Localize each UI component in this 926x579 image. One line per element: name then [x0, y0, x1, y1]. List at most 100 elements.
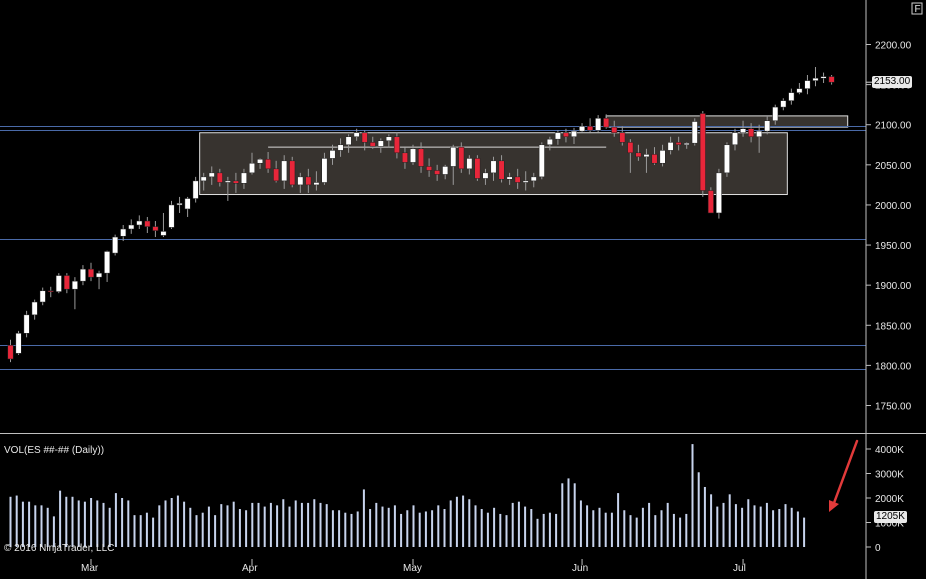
candle — [474, 155, 481, 181]
volume-bar — [226, 505, 229, 547]
candle-body — [313, 182, 320, 186]
candle-body — [321, 158, 328, 183]
volume-bar — [691, 444, 694, 547]
price-tick-label: 2200.00 — [875, 41, 912, 52]
candle-body — [96, 272, 102, 278]
volume-bar — [660, 510, 663, 547]
volume-bar — [381, 506, 384, 547]
volume-bar — [722, 502, 725, 547]
volume-bar — [232, 501, 235, 547]
volume-bar — [555, 513, 558, 547]
candle — [15, 330, 22, 355]
candle — [466, 155, 473, 175]
volume-bar — [238, 509, 241, 547]
volume-bar — [170, 498, 173, 547]
volume-bar — [803, 517, 806, 547]
volume-bar — [152, 517, 155, 547]
candle-body — [595, 118, 602, 131]
candle — [514, 168, 521, 189]
time-tick-label: Jul — [733, 563, 746, 574]
candle — [136, 215, 143, 230]
candle-body — [39, 290, 46, 303]
candle — [112, 234, 119, 256]
volume-bar — [734, 504, 737, 547]
candle — [88, 262, 94, 282]
volume-bar — [474, 505, 477, 547]
volume-bar — [741, 507, 744, 547]
volume-bar — [654, 515, 657, 547]
candle — [31, 299, 38, 320]
candle — [587, 118, 594, 133]
price-tick-label: 2050.00 — [875, 161, 912, 172]
candle — [385, 134, 392, 148]
candle-body — [297, 176, 304, 186]
candle-body — [715, 172, 722, 214]
candle — [176, 196, 183, 213]
candle — [80, 265, 86, 286]
candle — [780, 98, 787, 111]
candle-body — [554, 132, 561, 140]
volume-bar — [579, 500, 582, 547]
candle-body — [522, 180, 529, 183]
candle-body — [216, 172, 223, 183]
candle — [353, 128, 360, 141]
candle — [168, 200, 175, 230]
candle — [7, 339, 14, 363]
candle — [603, 114, 610, 129]
candle — [683, 142, 690, 149]
candle — [305, 168, 312, 193]
copyright-text: © 2016 NinjaTrader, LLC — [4, 543, 114, 554]
candle-body — [192, 180, 199, 199]
candle — [691, 118, 698, 146]
candle — [216, 168, 223, 187]
volume-bar — [449, 500, 452, 547]
arrow-head — [829, 500, 839, 512]
volume-bar — [778, 509, 781, 547]
arrow-shaft — [832, 439, 859, 505]
volume-axis-ticks: 4000K 3000K 2000K 1000K 0 — [866, 445, 904, 554]
volume-bar — [641, 507, 644, 547]
volume-bar — [710, 494, 713, 547]
candle — [257, 158, 264, 169]
volume-bar — [245, 510, 248, 547]
candle — [192, 176, 199, 203]
candle — [611, 120, 618, 137]
volume-bar — [65, 496, 68, 547]
volume-bar — [648, 502, 651, 547]
volume-bar — [486, 512, 489, 547]
candle — [788, 88, 795, 105]
candle — [71, 277, 78, 310]
candle-body — [442, 166, 449, 175]
volume-bar — [629, 515, 632, 547]
candle — [506, 172, 513, 185]
candle — [643, 148, 650, 173]
volume-bar — [604, 512, 607, 547]
candle-body — [474, 158, 481, 179]
candle-body — [337, 144, 344, 151]
price-tick-label: 1800.00 — [875, 361, 912, 372]
candle-body — [273, 168, 280, 182]
volume-bar — [728, 494, 731, 547]
last-price-label: 2153.00 — [872, 76, 913, 89]
zone-rect-1 — [605, 115, 849, 128]
volume-bar — [468, 499, 471, 547]
volume-bar — [796, 511, 799, 547]
volume-bar — [201, 512, 204, 547]
candle-body — [699, 113, 706, 191]
candle — [200, 172, 207, 191]
candle-body — [369, 142, 376, 147]
candle-body — [772, 106, 779, 121]
candle-body — [15, 333, 22, 354]
volume-bar — [108, 507, 111, 547]
candle-body — [249, 162, 255, 174]
candle — [530, 172, 537, 188]
candle — [563, 128, 569, 143]
corner-f-button[interactable]: F — [911, 2, 923, 15]
volume-bar — [369, 509, 372, 547]
candle-body — [780, 100, 787, 108]
volume-bar — [542, 513, 545, 547]
candle-body — [828, 76, 835, 83]
candle-body — [506, 176, 513, 180]
candle — [39, 287, 46, 306]
volume-tick-label: 0 — [875, 543, 881, 554]
